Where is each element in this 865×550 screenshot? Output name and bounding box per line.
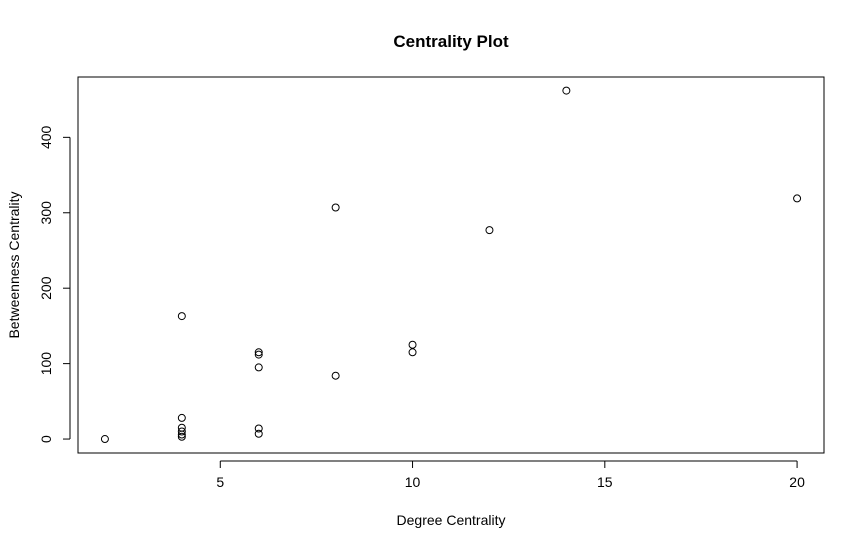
data-point [177,427,186,436]
x-tick-label: 20 [789,474,805,490]
data-point [177,430,186,439]
x-axis-label: Degree Centrality [397,512,506,528]
data-point [254,424,263,433]
data-point [485,226,494,235]
chart-title: Centrality Plot [393,32,509,51]
data-point [100,435,109,444]
data-point [331,371,340,380]
data-point [177,312,186,321]
x-tick-label: 15 [597,474,613,490]
data-point [254,350,263,359]
x-axis: 5 10 15 20 [216,460,805,490]
y-tick-label: 100 [38,352,54,376]
data-point [408,340,417,349]
data-point [331,203,340,212]
y-axis-label: Betweenness Centrality [6,191,22,338]
y-tick-label: 400 [38,125,54,149]
y-tick-label: 200 [38,276,54,300]
y-tick-label: 300 [38,201,54,225]
data-point [562,86,571,95]
data-point [254,363,263,372]
data-point [177,432,186,441]
y-tick-label: 0 [38,435,54,443]
data-point [254,429,263,438]
data-point [177,413,186,422]
data-point [793,194,802,203]
x-tick-label: 10 [405,474,421,490]
data-point [408,348,417,357]
plot-frame [77,76,825,454]
y-axis: 0 100 200 300 400 [38,125,71,443]
data-point [254,348,263,357]
x-tick-label: 5 [216,474,224,490]
data-points [100,86,802,444]
